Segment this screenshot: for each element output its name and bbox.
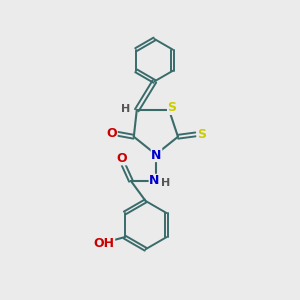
Text: N: N [151, 148, 162, 161]
Text: H: H [161, 178, 170, 188]
Text: S: S [197, 128, 206, 141]
Text: O: O [117, 152, 127, 165]
Text: H: H [121, 104, 130, 114]
Text: S: S [168, 101, 177, 114]
Text: O: O [106, 127, 117, 140]
Text: OH: OH [94, 236, 115, 250]
Text: N: N [149, 174, 160, 188]
